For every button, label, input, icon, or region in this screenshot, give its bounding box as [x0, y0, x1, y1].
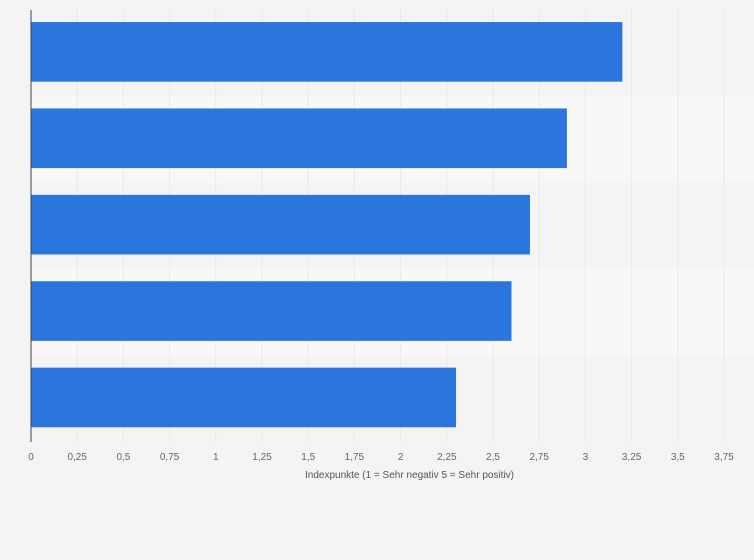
x-axis-ticks: 0 0,25 0,5 0,75 1 1,25 1,5 1,75 2 2,25 2,5 2,75 3 3,2…: [28, 452, 734, 463]
x-tick-label: 2,25: [437, 452, 457, 463]
x-tick-label: 1,75: [345, 452, 365, 463]
bar[interactable]: [31, 22, 623, 82]
x-tick-label: 3,5: [671, 452, 685, 463]
x-tick-label: 3,25: [622, 452, 642, 463]
x-tick-label: 3,75: [714, 452, 734, 463]
bar[interactable]: [31, 367, 457, 428]
x-tick-label: 2: [398, 452, 404, 463]
bar[interactable]: [31, 281, 512, 341]
x-tick-label: 1,5: [301, 452, 315, 463]
x-axis-title: Indexpunkte (1 = Sehr negativ 5 = Sehr p…: [305, 470, 514, 481]
bars: [31, 22, 623, 428]
x-tick-label: 2,5: [486, 452, 500, 463]
x-tick-label: 1: [213, 452, 219, 463]
x-tick-label: 3: [583, 452, 589, 463]
bar[interactable]: [31, 194, 530, 255]
x-tick-label: 1,25: [252, 452, 272, 463]
bar[interactable]: [31, 108, 567, 169]
x-tick-label: 0,5: [116, 452, 130, 463]
x-tick-label: 0: [28, 452, 34, 463]
x-tick-label: 0,25: [67, 452, 87, 463]
x-tick-label: 2,75: [529, 452, 549, 463]
x-tick-label: 0,75: [160, 452, 180, 463]
